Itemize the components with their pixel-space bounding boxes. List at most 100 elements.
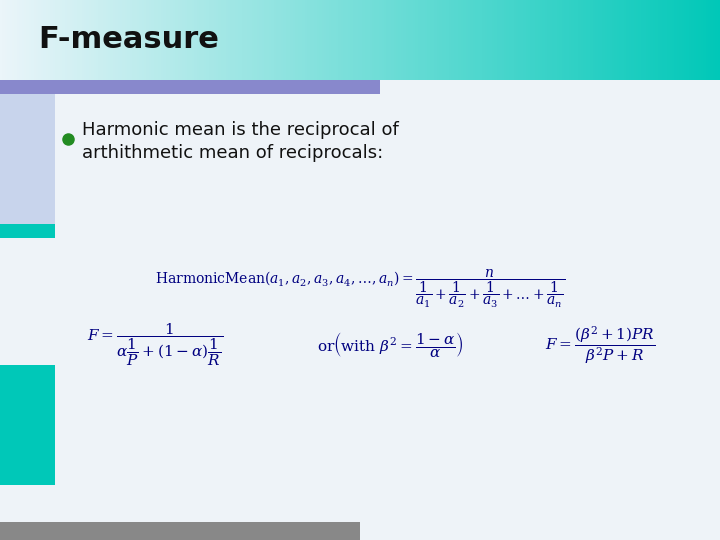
Bar [389, 0, 392, 80]
Bar [492, 0, 495, 80]
Bar [153, 0, 157, 80]
Bar [430, 0, 433, 80]
Bar [670, 0, 673, 80]
Bar [178, 0, 181, 80]
Bar [610, 0, 613, 80]
Bar [31, 0, 35, 80]
Bar [261, 0, 265, 80]
Bar [166, 0, 169, 80]
Bar [521, 0, 524, 80]
Bar [410, 0, 414, 80]
Bar [281, 0, 284, 80]
Bar [132, 0, 135, 80]
Bar [621, 0, 625, 80]
Bar [271, 0, 274, 80]
Bar [161, 0, 164, 80]
Bar [279, 0, 282, 80]
Bar [194, 0, 198, 80]
Bar [595, 0, 598, 80]
Bar [629, 0, 632, 80]
Bar [427, 0, 431, 80]
Bar [96, 0, 99, 80]
Bar [614, 0, 618, 80]
Bar [490, 0, 493, 80]
Bar [254, 0, 258, 80]
Bar [374, 0, 378, 80]
Bar [533, 0, 536, 80]
Bar [612, 0, 616, 80]
Bar [65, 0, 68, 80]
Bar [125, 0, 128, 80]
Bar [372, 0, 375, 80]
Bar [315, 0, 318, 80]
Bar [449, 0, 452, 80]
Bar [45, 0, 49, 80]
Bar [225, 0, 229, 80]
Bar [2, 0, 6, 80]
Bar [297, 0, 301, 80]
Bar [475, 0, 479, 80]
Bar [29, 0, 32, 80]
Bar [554, 0, 558, 80]
Bar [223, 0, 227, 80]
Bar [545, 0, 548, 80]
Bar [403, 0, 407, 80]
Bar [50, 0, 54, 80]
Bar [86, 0, 90, 80]
Bar [394, 0, 397, 80]
Bar [221, 0, 224, 80]
Bar [252, 0, 256, 80]
Bar [643, 0, 647, 80]
Bar [497, 0, 500, 80]
Bar [156, 0, 159, 80]
Bar [139, 0, 143, 80]
Bar [257, 0, 260, 80]
Bar [542, 0, 546, 80]
Bar [689, 0, 692, 80]
Bar [5, 0, 8, 80]
Text: F-measure: F-measure [38, 25, 219, 55]
Bar [286, 0, 289, 80]
Bar [214, 0, 217, 80]
Bar [348, 0, 351, 80]
Bar [127, 0, 130, 80]
Bar [585, 0, 589, 80]
Bar [338, 0, 342, 80]
Bar [420, 0, 423, 80]
Bar [636, 0, 639, 80]
Bar [355, 0, 359, 80]
Bar [79, 0, 83, 80]
Bar [94, 0, 97, 80]
Bar [233, 0, 236, 80]
Bar [0, 0, 4, 80]
Bar [245, 0, 248, 80]
Bar [247, 0, 251, 80]
Bar [511, 0, 515, 80]
Bar [336, 0, 339, 80]
Bar [341, 0, 344, 80]
Bar [653, 0, 656, 80]
Bar [531, 0, 534, 80]
Bar [216, 0, 220, 80]
Bar [396, 0, 400, 80]
Bar [706, 0, 709, 80]
Bar [415, 0, 418, 80]
Bar [655, 0, 659, 80]
Bar [662, 0, 666, 80]
Bar [266, 0, 270, 80]
Bar [192, 0, 195, 80]
Bar [302, 0, 306, 80]
Bar [482, 0, 486, 80]
Bar [578, 0, 582, 80]
Bar [459, 0, 462, 80]
Bar [135, 0, 138, 80]
Bar [466, 0, 469, 80]
Bar [307, 0, 310, 80]
Bar [158, 0, 162, 80]
Text: $\mathrm{HarmonicMean}(a_1, a_2, a_3, a_4, \ldots, a_n) = \dfrac{n}{\dfrac{1}{a_: $\mathrm{HarmonicMean}(a_1, a_2, a_3, a_… [155, 268, 565, 310]
Bar [142, 0, 145, 80]
Bar [319, 0, 323, 80]
Bar [607, 0, 611, 80]
Bar [67, 0, 71, 80]
Bar [502, 0, 505, 80]
